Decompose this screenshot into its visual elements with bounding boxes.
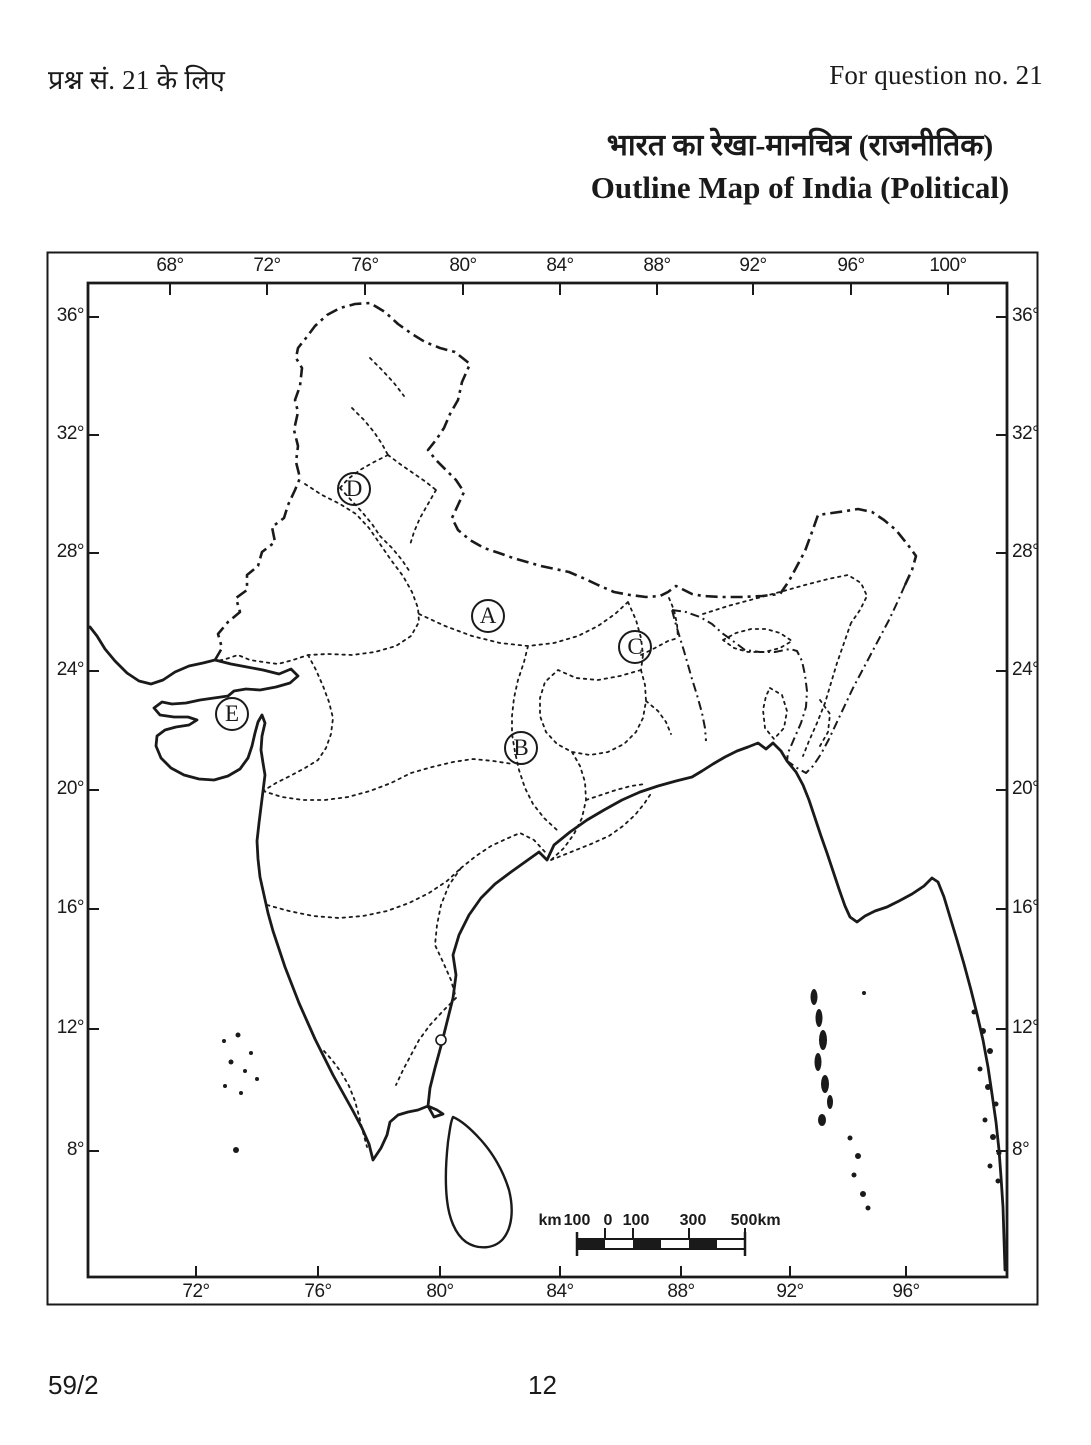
map-marker-a: A	[471, 599, 505, 633]
scale-value: 100	[622, 1212, 650, 1229]
axis-ticks-top	[170, 284, 948, 295]
axis-label-right: 8°	[1012, 1139, 1030, 1160]
scale-value: 0	[603, 1212, 613, 1229]
axis-label-bottom: 92°	[776, 1281, 804, 1302]
header-note-english: For question no. 21	[829, 60, 1043, 90]
scale-unit-left: km	[538, 1212, 562, 1229]
axis-ticks-right	[996, 317, 1007, 1151]
map-title-english: Outline Map of India (Political)	[590, 170, 1010, 205]
axis-label-left: 28°	[56, 541, 85, 562]
axis-label-top: 76°	[351, 255, 379, 276]
axis-label-bottom: 80°	[426, 1281, 454, 1302]
map-marker-b: B	[504, 731, 538, 765]
scale-value: 300	[679, 1212, 707, 1229]
sri-lanka-outline	[446, 1117, 512, 1247]
scale-bar	[577, 1228, 745, 1256]
lakshadweep-islands	[222, 1032, 259, 1153]
map-title-hindi: भारत का रेखा-मानचित्र (राजनीतिक)	[606, 129, 994, 162]
map-marker-c: C	[618, 630, 652, 664]
axis-label-left: 8°	[66, 1139, 85, 1160]
axis-label-top: 96°	[837, 255, 865, 276]
international-boundary	[215, 303, 916, 660]
axis-label-left: 12°	[56, 1017, 85, 1038]
axis-ticks-left	[88, 317, 99, 1151]
axis-label-bottom: 72°	[182, 1281, 210, 1302]
page-number: 12	[528, 1370, 557, 1400]
myanmar-border	[787, 585, 905, 773]
axis-label-right: 36°	[1012, 305, 1040, 326]
state-boundaries	[217, 358, 867, 1147]
scale-unit-right: km	[757, 1212, 781, 1229]
axis-label-right: 28°	[1012, 541, 1040, 562]
axis-label-bottom: 76°	[304, 1281, 332, 1302]
mergui-islands	[971, 1009, 1002, 1184]
booklet-code: 59/2	[48, 1370, 99, 1400]
axis-label-left: 20°	[56, 778, 85, 799]
axis-label-bottom: 84°	[546, 1281, 574, 1302]
axis-label-left: 24°	[56, 659, 85, 680]
axis-label-top: 68°	[156, 255, 184, 276]
axis-ticks-bottom	[196, 1266, 906, 1277]
scale-value: 100	[563, 1212, 591, 1229]
map-inner-frame	[88, 283, 1007, 1277]
axis-label-top: 100°	[929, 255, 967, 276]
coastline	[90, 627, 1005, 1270]
scale-value: 500	[730, 1212, 758, 1229]
axis-label-top: 84°	[546, 255, 574, 276]
map-marker-d: D	[337, 472, 371, 506]
axis-label-left: 16°	[56, 897, 85, 918]
axis-label-right: 24°	[1012, 659, 1040, 680]
axis-label-left: 32°	[56, 423, 85, 444]
axis-label-bottom: 96°	[892, 1281, 920, 1302]
map-title-block: भारत का रेखा-मानचित्र (राजनीतिक) Outline…	[520, 126, 1080, 212]
axis-label-top: 88°	[643, 255, 671, 276]
header-note-hindi: प्रश्न सं. 21 के लिए	[48, 65, 226, 95]
axis-label-right: 16°	[1012, 897, 1040, 918]
axis-label-top: 80°	[449, 255, 477, 276]
andaman-nicobar-islands	[810, 989, 871, 1211]
map-marker-e: E	[215, 697, 249, 731]
map-outer-frame	[48, 253, 1038, 1305]
axis-label-right: 32°	[1012, 423, 1040, 444]
axis-label-bottom: 88°	[667, 1281, 695, 1302]
puducherry-ring	[436, 1035, 446, 1045]
axis-label-left: 36°	[56, 305, 85, 326]
bangladesh-border	[672, 610, 807, 761]
axis-label-right: 20°	[1012, 778, 1040, 799]
axis-label-right: 12°	[1012, 1017, 1040, 1038]
axis-label-top: 72°	[253, 255, 281, 276]
axis-label-top: 92°	[739, 255, 767, 276]
